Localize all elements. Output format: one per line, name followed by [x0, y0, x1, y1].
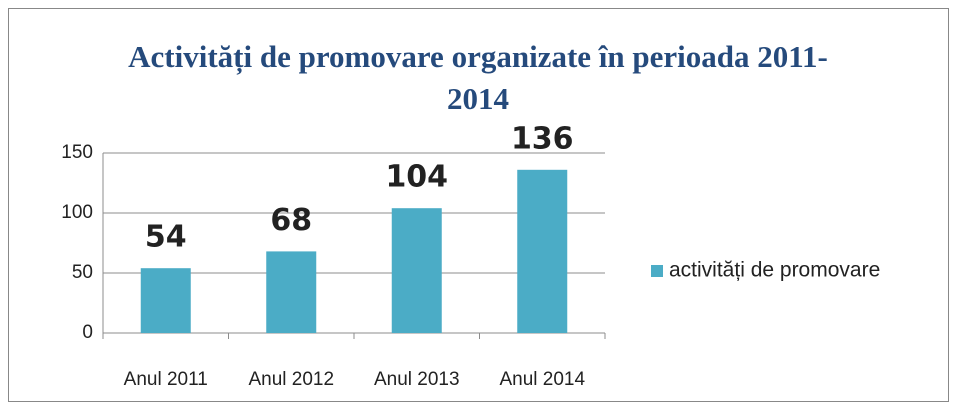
x-tick-label: Anul 2014 [499, 369, 585, 390]
y-tick-label: 150 [61, 142, 93, 163]
data-label: 68 [270, 203, 312, 238]
chart-title: Activități de promovare organizate în pe… [128, 39, 828, 116]
legend-swatch [651, 265, 663, 277]
bar [140, 268, 191, 333]
bar [517, 169, 568, 333]
frame [8, 8, 949, 402]
bar [266, 251, 317, 333]
x-tick-label: Anul 2013 [374, 369, 460, 390]
y-tick-label: 100 [61, 202, 93, 223]
y-tick-label: 0 [82, 322, 93, 343]
data-label: 54 [145, 220, 187, 255]
y-tick-label: 50 [72, 262, 93, 283]
data-label: 136 [511, 121, 574, 156]
x-tick-label: Anul 2012 [248, 369, 334, 390]
x-tick-label: Anul 2011 [124, 369, 208, 390]
data-label: 104 [385, 160, 448, 195]
legend-label: activități de promovare [669, 259, 880, 282]
bar [391, 208, 442, 333]
